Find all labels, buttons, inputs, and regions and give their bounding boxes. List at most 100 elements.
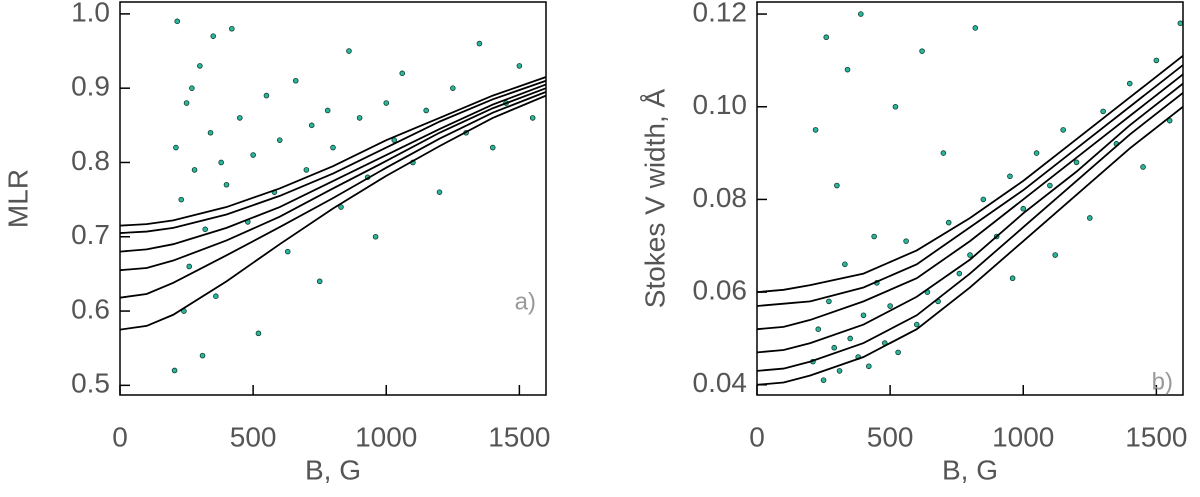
point [812, 127, 819, 133]
y-tick-label: 0.06 [693, 275, 748, 306]
panel-annotation: b) [1152, 368, 1173, 395]
y-tick-label: 0.10 [693, 89, 748, 120]
point [383, 100, 390, 106]
point [197, 63, 203, 69]
point [436, 189, 443, 195]
point [276, 137, 283, 143]
panel-annotation: a) [515, 288, 536, 315]
y-axis-label: Stokes V width, Å [639, 88, 670, 308]
point [399, 70, 406, 77]
panel: 0 500 1000 1500 0.04 0.06 0.08 0.10 0.12 B, G Stok… [639, 0, 1187, 485]
model-curve [757, 73, 1183, 331]
point [1033, 150, 1040, 156]
point [210, 33, 216, 39]
y-axis-label: MLR [2, 169, 33, 228]
point [250, 152, 256, 158]
model-curve [757, 64, 1183, 307]
point [815, 326, 822, 332]
point [229, 25, 235, 32]
x-tick-label: 1000 [355, 421, 417, 452]
point [1060, 127, 1066, 133]
point [199, 352, 206, 359]
point [183, 100, 190, 106]
axes-frame [119, 1, 547, 396]
point [834, 182, 840, 189]
point [346, 48, 352, 54]
point [831, 344, 838, 351]
point [826, 298, 832, 305]
panel: 0 500 1000 1500 0.5 0.6 0.7 0.8 0.9 1.0 B, G MLR a) [2, 0, 550, 485]
point [173, 144, 179, 151]
model-curve [120, 94, 546, 331]
x-tick-label: 1000 [992, 421, 1054, 452]
point [823, 34, 830, 41]
point [842, 261, 848, 268]
point [847, 335, 853, 342]
model-curve [120, 83, 546, 253]
point [255, 330, 262, 337]
point [980, 196, 987, 203]
point [213, 293, 219, 299]
point [836, 368, 843, 374]
point [316, 278, 323, 285]
point [207, 129, 214, 136]
point [866, 363, 872, 370]
point [476, 40, 483, 47]
point [967, 252, 973, 258]
x-tick-label: 1500 [488, 421, 550, 452]
y-tick-label: 0.12 [693, 0, 748, 27]
point [529, 115, 536, 121]
model-curve [120, 76, 546, 227]
point [218, 159, 224, 166]
model-curve [757, 82, 1183, 354]
point [223, 181, 230, 188]
point [308, 122, 315, 129]
point [903, 238, 909, 244]
point [324, 107, 331, 114]
point [237, 115, 243, 121]
point [1177, 20, 1183, 27]
point [1009, 275, 1016, 282]
point [945, 219, 952, 226]
model-curve [757, 55, 1183, 294]
point [186, 263, 193, 270]
point [1047, 182, 1053, 189]
point [489, 144, 496, 151]
point [820, 377, 827, 383]
point [1126, 80, 1133, 87]
y-tick-label: 0.6 [71, 293, 110, 324]
y-tick-label: 0.08 [693, 182, 748, 213]
point [171, 367, 178, 374]
y-tick-label: 1.0 [71, 0, 110, 27]
point [972, 25, 979, 31]
point [956, 270, 963, 277]
point [892, 103, 899, 110]
point [303, 167, 310, 173]
point [174, 18, 181, 25]
point [860, 312, 867, 319]
x-axis-label: B, G [305, 454, 361, 485]
point [191, 167, 198, 173]
point [1020, 205, 1027, 212]
point [423, 107, 429, 114]
x-tick-label: 500 [867, 421, 914, 452]
y-tick-label: 0.5 [71, 368, 110, 399]
point [1073, 159, 1080, 166]
point [895, 349, 901, 356]
point [263, 92, 270, 99]
y-tick-label: 0.8 [71, 145, 110, 176]
point [887, 303, 893, 309]
x-tick-label: 500 [230, 421, 277, 452]
point [284, 248, 291, 255]
point [516, 63, 523, 69]
point [1140, 164, 1146, 170]
model-curve [120, 87, 546, 272]
point [202, 226, 209, 233]
plot-area [120, 18, 546, 374]
point [292, 77, 299, 84]
model-curve [757, 106, 1183, 386]
y-tick-label: 0.7 [71, 219, 110, 250]
x-tick-label: 0 [749, 421, 765, 452]
point [178, 196, 185, 203]
